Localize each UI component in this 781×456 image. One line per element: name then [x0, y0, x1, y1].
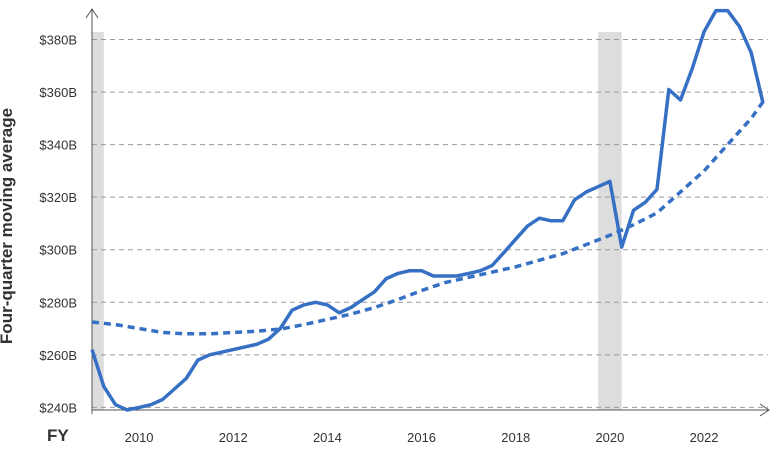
x-tick-label-2012: 2012: [219, 430, 248, 445]
gridlines: [92, 39, 768, 408]
series-line-dashed: [91, 97, 767, 336]
x-tick-label-2022: 2022: [690, 430, 719, 445]
axes: [85, 8, 770, 417]
x-axis-arrow: [759, 403, 770, 417]
series-lines: [90, 8, 767, 412]
x-tick-label-2010: 2010: [125, 430, 154, 445]
y-tick-label-340: $340B: [39, 138, 77, 153]
y-axis-arrow: [85, 8, 99, 19]
x-tick-label-2018: 2018: [501, 430, 530, 445]
y-tick-label-260: $260B: [39, 348, 77, 363]
x-axis-title: FY: [47, 426, 69, 445]
shaded-period-0: [92, 32, 104, 410]
y-axis-title: Four-quarter moving average: [0, 108, 16, 344]
series-line-solid: [90, 8, 765, 412]
x-tick-label-2014: 2014: [313, 430, 342, 445]
x-tick-label-2016: 2016: [407, 430, 436, 445]
y-tick-label-280: $280B: [39, 295, 77, 310]
y-tick-label-320: $320B: [39, 190, 77, 205]
shaded-period-1: [598, 32, 622, 410]
x-tick-labels: 2010 2012 2014 2016 2018 2020 2022: [125, 430, 719, 445]
y-tick-labels: $240B $260B $280B $300B $320B $340B $360B $380B: [39, 33, 77, 416]
y-tick-label-360: $360B: [39, 85, 77, 100]
y-tick-label-240: $240B: [39, 400, 77, 415]
shaded-periods: [92, 32, 622, 410]
y-tick-label-300: $300B: [39, 243, 77, 258]
x-tick-label-2020: 2020: [595, 430, 624, 445]
y-tick-label-380: $380B: [39, 33, 77, 48]
